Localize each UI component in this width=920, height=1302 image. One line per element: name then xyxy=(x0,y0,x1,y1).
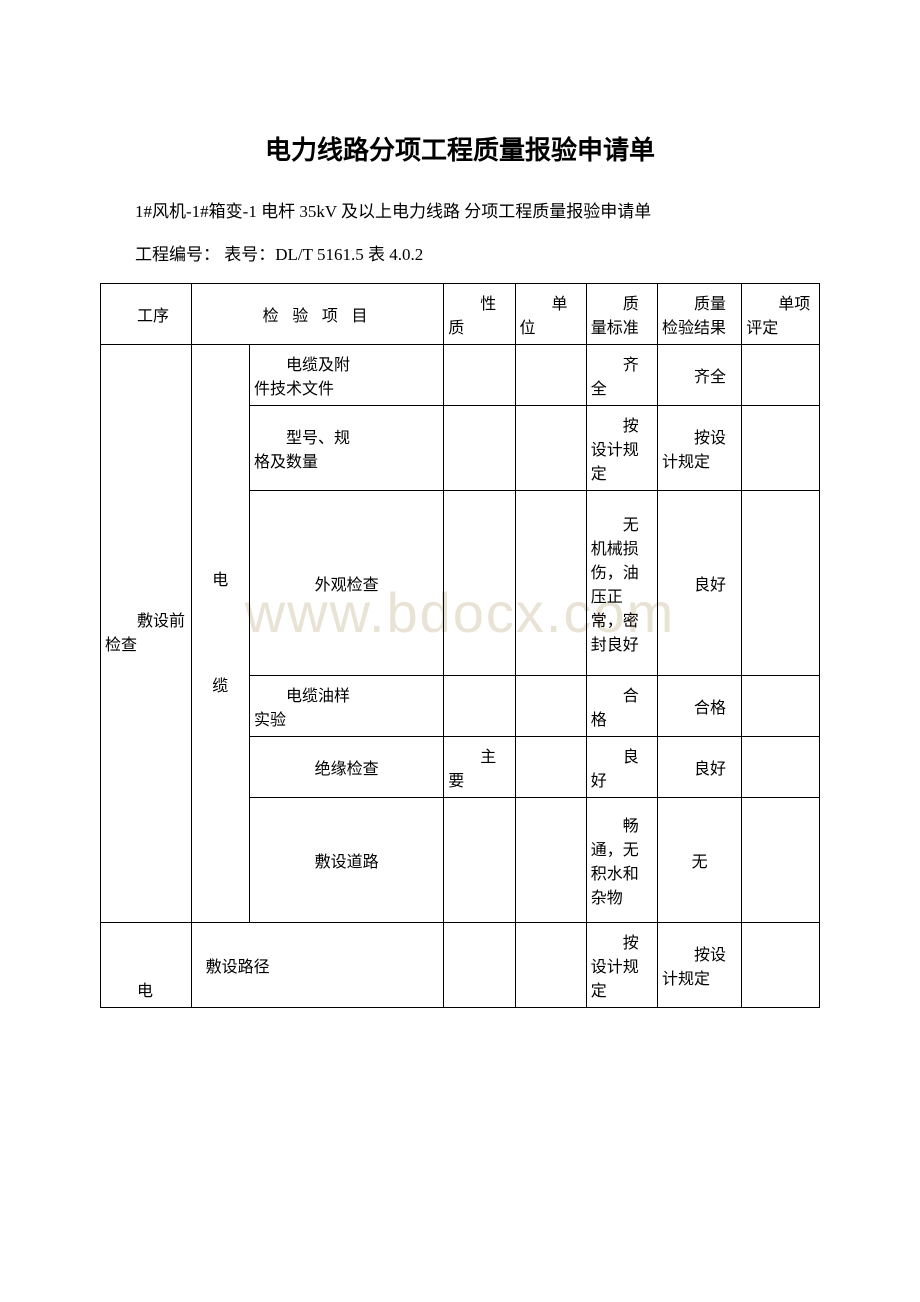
table-row: 敷设前检查 电缆 电缆及附 件技术文件 齐全 齐全 xyxy=(101,345,820,406)
subtitle: 1#风机-1#箱变-1 电杆 35kV 及以上电力线路 分项工程质量报验申请单 xyxy=(100,197,820,222)
table-row: 电 敷设路径 按设计规定 按设计规定 xyxy=(101,923,820,1008)
standard-cell: 齐全 xyxy=(586,345,657,406)
item-cell: 外观检查 xyxy=(249,491,443,676)
eval-cell xyxy=(742,923,820,1008)
eval-cell xyxy=(742,345,820,406)
nature-cell xyxy=(444,406,515,491)
table-header-row: 工序 检 验 项 目 性质 单位 质量标准 质量检验结果 单项评定 xyxy=(101,284,820,345)
seq-cell: 敷设前检查 xyxy=(101,345,192,923)
unit-cell xyxy=(515,406,586,491)
item-cell: 型号、规 格及数量 xyxy=(249,406,443,491)
standard-cell: 合格 xyxy=(586,676,657,737)
unit-cell xyxy=(515,798,586,923)
nature-cell xyxy=(444,491,515,676)
meta-line: 工程编号： 表号：DL/T 5161.5 表 4.0.2 xyxy=(100,240,820,265)
standard-cell: 按设计规定 xyxy=(586,923,657,1008)
eval-cell xyxy=(742,798,820,923)
header-eval: 单项评定 xyxy=(742,284,820,345)
header-unit: 单位 xyxy=(515,284,586,345)
eval-cell xyxy=(742,676,820,737)
result-cell: 良好 xyxy=(658,737,742,798)
standard-cell: 无机械损伤，油压正常，密封良好 xyxy=(586,491,657,676)
result-cell: 按设计规定 xyxy=(658,923,742,1008)
standard-cell: 畅通，无积水和杂物 xyxy=(586,798,657,923)
inspection-table: 工序 检 验 项 目 性质 单位 质量标准 质量检验结果 单项评定 敷设前检查 … xyxy=(100,283,820,1008)
nature-cell: 主要 xyxy=(444,737,515,798)
unit-cell xyxy=(515,491,586,676)
unit-cell xyxy=(515,737,586,798)
item-cell: 敷设道路 xyxy=(249,798,443,923)
unit-cell xyxy=(515,676,586,737)
standard-cell: 按设计规定 xyxy=(586,406,657,491)
nature-cell xyxy=(444,923,515,1008)
result-cell: 按设计规定 xyxy=(658,406,742,491)
eval-cell xyxy=(742,737,820,798)
item-cell: 电缆及附 件技术文件 xyxy=(249,345,443,406)
standard-cell: 良好 xyxy=(586,737,657,798)
result-cell: 合格 xyxy=(658,676,742,737)
header-seq: 工序 xyxy=(101,284,192,345)
nature-cell xyxy=(444,676,515,737)
item-cell: 电缆油样 实验 xyxy=(249,676,443,737)
cat-cell: 电缆 xyxy=(191,345,249,923)
unit-cell xyxy=(515,345,586,406)
unit-cell xyxy=(515,923,586,1008)
header-result: 质量检验结果 xyxy=(658,284,742,345)
seq-cell: 电 xyxy=(101,923,192,1008)
header-nature: 性质 xyxy=(444,284,515,345)
page-title: 电力线路分项工程质量报验申请单 xyxy=(100,130,820,167)
result-cell: 良好 xyxy=(658,491,742,676)
eval-cell xyxy=(742,491,820,676)
header-item: 检 验 项 目 xyxy=(191,284,444,345)
result-cell: 齐全 xyxy=(658,345,742,406)
item-cell: 绝缘检查 xyxy=(249,737,443,798)
header-standard: 质量标准 xyxy=(586,284,657,345)
result-cell: 无 xyxy=(658,798,742,923)
eval-cell xyxy=(742,406,820,491)
item-cell: 敷设路径 xyxy=(191,923,444,1008)
nature-cell xyxy=(444,798,515,923)
nature-cell xyxy=(444,345,515,406)
